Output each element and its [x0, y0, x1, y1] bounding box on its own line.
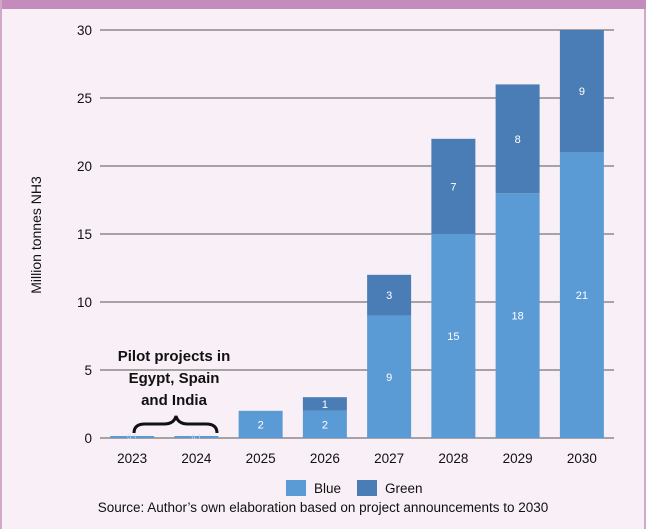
data-label-blue-2026: 2	[322, 419, 328, 431]
y-tick-label: 5	[84, 363, 92, 378]
top-accent-bar	[2, 0, 646, 9]
data-label-green-2028: 7	[450, 181, 456, 193]
y-tick-label: 20	[77, 159, 92, 174]
data-label-green-2026: 1	[322, 399, 328, 411]
legend-label-blue: Blue	[314, 481, 341, 496]
y-tick-label: 10	[77, 295, 92, 310]
data-label-green-2029: 8	[515, 134, 521, 146]
y-tick-label: 0	[84, 431, 92, 446]
y-axis-title: Million tonnes NH3	[28, 176, 44, 294]
bar-blue-2027	[367, 315, 412, 438]
data-label-blue-2028: 15	[447, 331, 459, 343]
bar-blue-2028	[431, 234, 476, 438]
bar-green-2029	[495, 84, 540, 194]
bar-blue-2026	[302, 410, 347, 438]
annotation: Pilot projects in Egypt, Spain and India	[118, 348, 231, 434]
data-label-blue-2025: 2	[258, 419, 264, 431]
x-tick-label: 2029	[503, 451, 533, 466]
annotation-line-2: Egypt, Spain	[129, 370, 220, 387]
bar-green-2026	[302, 397, 347, 411]
x-tick-label: 2030	[567, 451, 597, 466]
legend-swatch-green	[357, 480, 377, 496]
annotation-line-3: and India	[141, 392, 207, 409]
x-tick-label: 2024	[181, 451, 212, 466]
bar-blue-2029	[495, 193, 540, 438]
data-label-blue-2030: 21	[576, 290, 588, 302]
bar-green-2027	[367, 274, 412, 316]
x-tick-label: 2023	[117, 451, 147, 466]
legend-label-green: Green	[385, 481, 423, 496]
label-layer: 0.120230.1202422025212026932027157202818…	[117, 86, 597, 466]
x-tick-label: 2028	[438, 451, 468, 466]
x-tick-label: 2025	[246, 451, 276, 466]
legend-swatch-blue	[286, 480, 306, 496]
data-label-blue-2024: 0.1	[192, 434, 202, 441]
data-label-blue-2023: 0.1	[127, 434, 137, 441]
bar-green-2030	[559, 30, 604, 153]
data-label-green-2027: 3	[386, 290, 392, 302]
legend: Blue Green	[286, 480, 423, 496]
bar-blue-2024	[174, 436, 219, 438]
x-tick-label: 2026	[310, 451, 340, 466]
bar-blue-2025	[238, 410, 283, 438]
data-label-blue-2029: 18	[512, 311, 524, 323]
source-note: Source: Author’s own elaboration based o…	[97, 500, 549, 515]
x-tick-label: 2027	[374, 451, 404, 466]
bar-blue-2023	[110, 436, 155, 438]
data-label-green-2030: 9	[579, 86, 585, 98]
data-label-blue-2027: 9	[386, 372, 392, 384]
bar-blue-2030	[559, 152, 604, 438]
y-tick-label: 15	[77, 227, 92, 242]
y-tick-label: 30	[77, 23, 92, 38]
bar-green-2028	[431, 138, 476, 234]
y-tick-label: 25	[77, 91, 92, 106]
bar-layer	[110, 30, 604, 438]
annotation-brace	[132, 415, 219, 434]
annotation-line-1: Pilot projects in	[118, 348, 231, 365]
